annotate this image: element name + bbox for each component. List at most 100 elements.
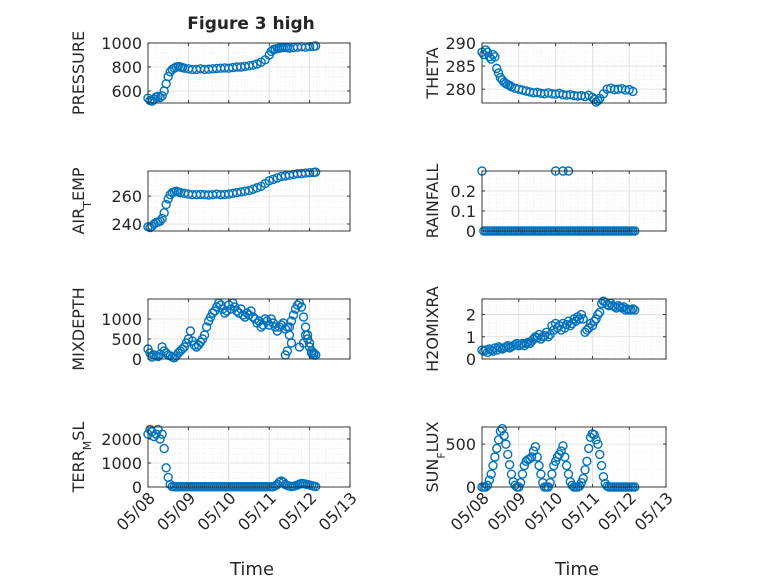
data-point: [490, 52, 500, 62]
x-tick-label: 05/12: [594, 488, 640, 534]
data-point: [499, 430, 509, 441]
y-tick-label: 1000: [101, 454, 142, 473]
y-tick-label: 800: [111, 58, 142, 77]
data-point: [246, 306, 256, 316]
y-tick-label: 500: [111, 330, 142, 349]
subplot-8: 050005/0805/0905/1005/1105/1205/13SUNFLU…: [423, 421, 677, 580]
data-point: [543, 332, 553, 342]
data-point: [286, 338, 297, 348]
data-point: [155, 434, 165, 444]
data-point: [595, 449, 605, 460]
data-point: [584, 443, 594, 454]
x-axis-label: Time: [229, 559, 274, 580]
data-point: [155, 92, 165, 103]
data-point: [161, 463, 171, 473]
data-point: [526, 452, 537, 462]
data-point: [264, 176, 274, 186]
data-point: [248, 60, 258, 70]
data-point: [497, 424, 507, 434]
x-axis-label: Time: [554, 559, 599, 580]
data-point: [492, 443, 502, 454]
data-point: [504, 460, 515, 470]
data-point: [536, 469, 546, 479]
data-point: [153, 91, 163, 102]
data-point: [300, 322, 311, 332]
data-point: [561, 460, 572, 471]
y-axis-label: MIXDEPTH: [69, 287, 88, 370]
data-point: [488, 460, 498, 471]
y-tick-label: 240: [111, 215, 142, 234]
data-point: [296, 302, 307, 312]
data-point: [503, 449, 513, 460]
data-point: [578, 314, 588, 324]
y-tick-label: 0: [466, 478, 476, 497]
data-point: [595, 307, 605, 318]
axes-box: [147, 298, 351, 360]
data-point: [589, 430, 599, 440]
y-tick-label: 600: [111, 82, 142, 101]
data-point: [185, 326, 196, 336]
axes-box: [147, 170, 351, 232]
data-point: [492, 63, 502, 74]
data-point: [504, 80, 515, 91]
subplot-1: 600 800 1000 PRESSURE: [69, 31, 351, 115]
data-point: [244, 185, 254, 196]
series-markers: [143, 298, 321, 363]
data-point: [153, 351, 163, 362]
y-tick-label: 280: [445, 80, 476, 99]
x-tick-label: 05/11: [557, 488, 603, 534]
data-point: [252, 183, 262, 193]
x-tick-label: 05/13: [315, 488, 361, 534]
data-point: [549, 460, 559, 471]
data-point: [578, 473, 588, 484]
data-point: [484, 475, 495, 485]
data-point: [161, 199, 171, 210]
data-point: [282, 346, 293, 356]
data-point: [304, 167, 315, 178]
y-tick-label: 0.2: [451, 182, 476, 201]
subplot-7: 01000200005/0805/0905/1005/1105/1205/13T…: [69, 422, 361, 580]
data-point: [493, 435, 504, 445]
data-point: [630, 305, 640, 315]
y-tick-label: 0: [132, 478, 142, 497]
data-point: [155, 216, 165, 226]
data-point: [268, 174, 278, 185]
data-point: [488, 49, 498, 60]
data-point: [628, 304, 638, 314]
x-tick-label: 05/09: [484, 488, 530, 534]
y-tick-label: 2: [466, 306, 476, 325]
data-point: [149, 431, 159, 442]
axes-box: [481, 42, 667, 104]
data-point: [157, 429, 167, 439]
data-point: [591, 435, 601, 445]
data-point: [593, 95, 603, 106]
axes-box: [147, 426, 351, 488]
x-tick-label: 05/12: [274, 488, 320, 534]
data-point: [310, 481, 321, 492]
data-point: [582, 456, 592, 466]
y-tick-label: 260: [111, 187, 142, 206]
data-point: [157, 213, 167, 224]
data-point: [517, 469, 528, 479]
data-point: [534, 460, 544, 471]
x-tick-label: 05/10: [520, 488, 566, 534]
data-point: [248, 184, 258, 194]
y-axis-label: AIRTEMP: [69, 167, 94, 234]
y-tick-label: 1000: [101, 34, 142, 53]
y-tick-label: 0: [466, 350, 476, 369]
data-point: [576, 309, 587, 320]
data-point: [560, 452, 570, 462]
data-point: [310, 167, 321, 177]
data-point: [159, 208, 169, 218]
data-point: [490, 452, 500, 462]
data-point: [486, 469, 496, 479]
data-point: [310, 41, 321, 51]
data-point: [159, 443, 169, 454]
y-tick-label: 2000: [101, 430, 142, 449]
y-tick-label: 1: [466, 328, 476, 347]
x-tick-label: 05/13: [631, 488, 677, 534]
data-point: [506, 469, 517, 479]
data-point: [580, 465, 590, 475]
series-markers: [143, 41, 321, 106]
